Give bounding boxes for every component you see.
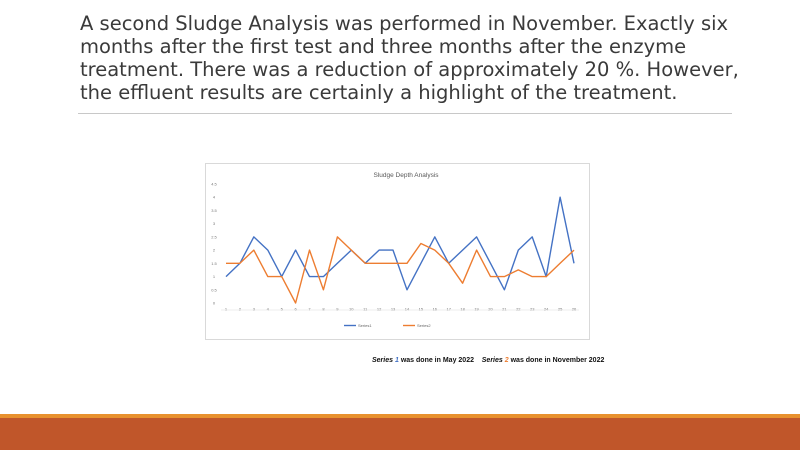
- y-tick-label: 4: [213, 195, 216, 200]
- y-tick-label: 3: [213, 221, 216, 226]
- series-line-1: [225, 196, 575, 291]
- x-tick-label: 11: [363, 307, 368, 312]
- series-line-2: [226, 236, 575, 304]
- x-tick-label: 6: [294, 307, 297, 312]
- y-tick-label: 0.5: [211, 287, 217, 292]
- x-tick-label: 26: [572, 307, 577, 312]
- x-tick-label: 16: [433, 307, 438, 312]
- chart-legend: Series1 Series2: [344, 323, 431, 328]
- title-divider: [78, 113, 732, 114]
- x-tick-label: 7: [308, 307, 311, 312]
- x-tick-label: 19: [474, 307, 479, 312]
- x-tick-label: 10: [349, 307, 354, 312]
- x-tick-label: 9: [336, 307, 339, 312]
- x-tick-label: 3: [253, 307, 256, 312]
- series-caption: Series 1 was done in May 2022 Series 2 w…: [372, 357, 604, 364]
- x-axis-ticks: 1 2 3 4 5 6 7 8 9 10 11 12 13 14 15 16 17 18 19 20 21 22 23 24 2…: [225, 307, 577, 312]
- x-tick-label: 24: [544, 307, 549, 312]
- x-tick-label: 25: [558, 307, 563, 312]
- caption-series2-word: Series: [481, 357, 503, 364]
- caption-series2-num: 2: [504, 357, 509, 364]
- x-tick-label: 20: [488, 307, 493, 312]
- x-tick-label: 1: [225, 307, 228, 312]
- caption-series1-word: Series: [372, 357, 394, 364]
- caption-series2-text: was done in November 2022: [508, 357, 605, 364]
- x-tick-label: 17: [446, 307, 451, 312]
- y-tick-label: 1: [213, 274, 216, 279]
- chart-canvas: Sludge Depth Analysis 0 0.5 1 1.5 2 2.5 3 3.5 4 4…: [211, 172, 579, 328]
- x-tick-label: 13: [391, 307, 396, 312]
- y-tick-label: 0: [213, 301, 216, 306]
- y-tick-label: 4.5: [211, 182, 217, 187]
- y-tick-label: 2.5: [211, 234, 217, 239]
- y-axis-ticks: 0 0.5 1 1.5 2 2.5 3 3.5 4 4.5: [211, 182, 217, 306]
- x-tick-label: 21: [502, 307, 507, 312]
- legend-label-1: Series1: [358, 323, 372, 328]
- sludge-depth-chart: Sludge Depth Analysis 0 0.5 1 1.5 2 2.5 3 3.5 4 4…: [205, 163, 590, 340]
- x-tick-label: 12: [377, 307, 382, 312]
- legend-label-2: Series2: [417, 323, 431, 328]
- x-tick-label: 22: [516, 307, 521, 312]
- footer-accent-line: [0, 414, 800, 418]
- x-tick-label: 5: [281, 307, 284, 312]
- slide-title: A second Sludge Analysis was performed i…: [80, 12, 739, 104]
- series-lines: [225, 196, 575, 304]
- x-tick-label: 14: [405, 307, 410, 312]
- footer-bar: [0, 418, 800, 450]
- x-tick-label: 15: [419, 307, 424, 312]
- y-tick-label: 3.5: [211, 208, 217, 213]
- x-tick-label: 18: [460, 307, 465, 312]
- caption-series1-text: was done in May 2022: [398, 357, 474, 364]
- y-tick-label: 1.5: [211, 261, 217, 266]
- x-tick-label: 8: [322, 307, 325, 312]
- y-tick-label: 2: [213, 248, 216, 253]
- chart-title: Sludge Depth Analysis: [373, 172, 439, 179]
- x-tick-label: 23: [530, 307, 535, 312]
- caption-series1-num: 1: [394, 357, 399, 364]
- x-tick-label: 4: [267, 307, 270, 312]
- x-tick-label: 2: [239, 307, 242, 312]
